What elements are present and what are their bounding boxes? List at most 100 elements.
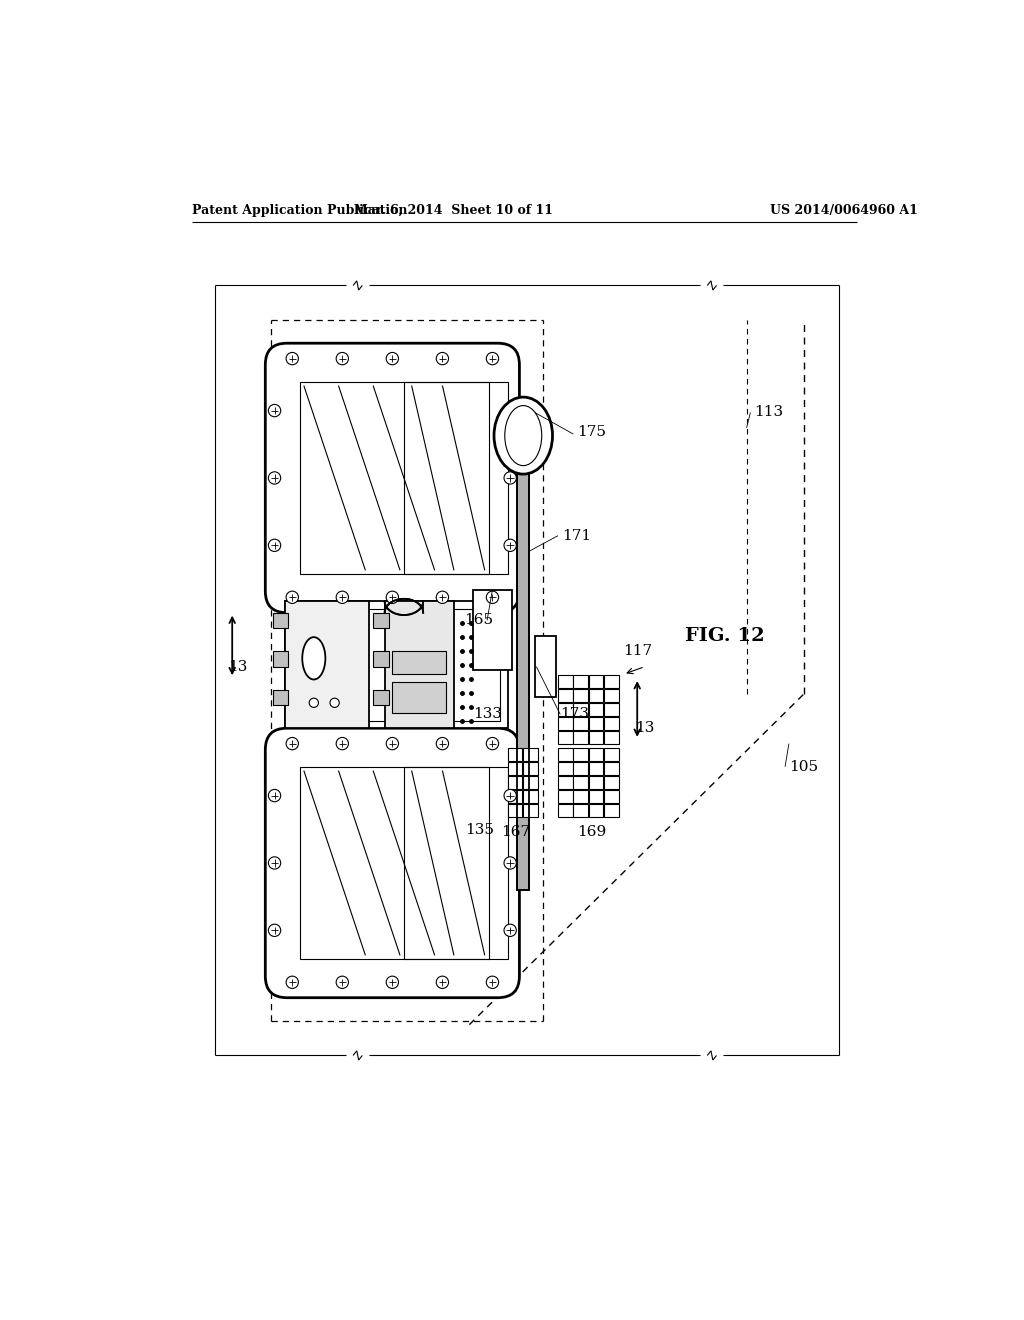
Bar	[604, 804, 618, 817]
Bar	[604, 762, 618, 775]
Circle shape	[504, 924, 516, 936]
Circle shape	[436, 591, 449, 603]
Bar	[573, 804, 588, 817]
Bar	[300, 381, 508, 574]
Bar	[589, 730, 603, 743]
Text: 167: 167	[501, 825, 530, 840]
Text: 175: 175	[578, 425, 606, 438]
Bar	[523, 748, 538, 762]
Bar	[285, 601, 508, 729]
Bar	[373, 690, 388, 705]
Text: 171: 171	[562, 529, 591, 543]
Bar	[573, 762, 588, 775]
Bar	[604, 675, 618, 688]
FancyBboxPatch shape	[265, 343, 519, 612]
Bar	[517, 447, 529, 890]
Bar	[517, 447, 529, 890]
Text: Mar. 6, 2014  Sheet 10 of 11: Mar. 6, 2014 Sheet 10 of 11	[354, 205, 553, 218]
Bar	[473, 590, 512, 671]
FancyBboxPatch shape	[265, 729, 519, 998]
Bar	[558, 776, 572, 789]
Bar	[558, 748, 572, 762]
Bar	[508, 748, 522, 762]
Bar	[508, 776, 522, 789]
Text: 13: 13	[228, 660, 248, 673]
Bar	[573, 717, 588, 730]
Bar	[558, 762, 572, 775]
Circle shape	[286, 738, 298, 750]
Circle shape	[486, 352, 499, 364]
Bar	[604, 748, 618, 762]
Bar	[508, 762, 522, 775]
Bar	[573, 675, 588, 688]
Text: 105: 105	[788, 760, 818, 774]
Bar	[558, 702, 572, 715]
Bar	[604, 717, 618, 730]
Bar	[385, 601, 454, 729]
Bar	[300, 767, 508, 960]
Text: FIG. 12: FIG. 12	[685, 627, 765, 644]
Bar	[589, 675, 603, 688]
Circle shape	[486, 591, 499, 603]
Circle shape	[268, 924, 281, 936]
Ellipse shape	[494, 397, 553, 474]
Bar	[523, 776, 538, 789]
Text: 113: 113	[755, 405, 783, 420]
Circle shape	[436, 352, 449, 364]
Ellipse shape	[302, 638, 326, 680]
Text: 169: 169	[578, 825, 606, 840]
Circle shape	[436, 738, 449, 750]
Bar	[589, 804, 603, 817]
Circle shape	[504, 404, 516, 417]
Bar	[508, 789, 522, 803]
Bar	[573, 689, 588, 702]
Bar	[285, 601, 370, 729]
Bar	[558, 717, 572, 730]
Circle shape	[504, 471, 516, 484]
Circle shape	[286, 591, 298, 603]
Circle shape	[286, 352, 298, 364]
Text: US 2014/0064960 A1: US 2014/0064960 A1	[770, 205, 918, 218]
Text: 117: 117	[624, 644, 652, 659]
Circle shape	[504, 789, 516, 801]
Bar	[573, 776, 588, 789]
Circle shape	[386, 977, 398, 989]
Bar	[523, 804, 538, 817]
Bar	[573, 789, 588, 803]
Circle shape	[330, 698, 339, 708]
Bar	[604, 689, 618, 702]
Bar	[589, 702, 603, 715]
Ellipse shape	[505, 405, 542, 466]
Bar	[604, 776, 618, 789]
Circle shape	[309, 698, 318, 708]
Bar	[604, 730, 618, 743]
Bar	[392, 651, 446, 675]
Bar	[403, 767, 488, 960]
Bar	[508, 804, 522, 817]
Circle shape	[268, 471, 281, 484]
Bar	[558, 730, 572, 743]
Bar	[558, 804, 572, 817]
Bar	[589, 762, 603, 775]
Bar	[392, 682, 446, 713]
Circle shape	[268, 539, 281, 552]
Circle shape	[504, 539, 516, 552]
Circle shape	[268, 404, 281, 417]
Circle shape	[268, 857, 281, 869]
Bar	[535, 636, 556, 697]
Text: 173: 173	[560, 708, 589, 721]
Circle shape	[486, 738, 499, 750]
Text: 133: 133	[473, 708, 502, 721]
Circle shape	[386, 738, 398, 750]
Bar	[604, 702, 618, 715]
Bar	[573, 748, 588, 762]
Circle shape	[504, 857, 516, 869]
Bar	[558, 689, 572, 702]
Circle shape	[336, 977, 348, 989]
Bar	[373, 612, 388, 628]
Bar	[273, 690, 289, 705]
Text: 13: 13	[635, 721, 654, 735]
Text: 165: 165	[464, 614, 494, 627]
Circle shape	[386, 591, 398, 603]
Text: 135: 135	[466, 822, 495, 837]
